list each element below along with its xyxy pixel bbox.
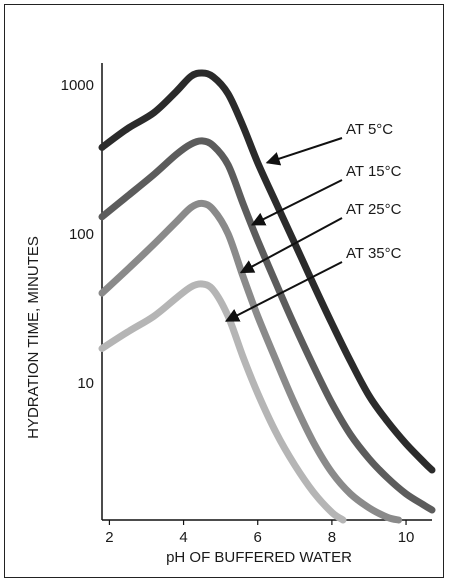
ticks-group: 2 4 6 8 10 1000 100 10	[61, 77, 415, 546]
series-line-2	[98, 137, 436, 514]
series-line-4	[98, 280, 347, 524]
annotation-arrow	[224, 261, 343, 322]
x-tick-label: 4	[179, 529, 187, 546]
figure-border	[4, 4, 444, 578]
annotation-label: AT 5°C	[346, 121, 393, 138]
x-tick-label: 8	[328, 529, 336, 546]
series-line-3	[98, 199, 403, 524]
annotation-label: AT 15°C	[346, 163, 402, 180]
y-tick-label: 100	[69, 226, 94, 243]
annotations-group: AT 5°C AT 15°C AT 25°C AT 35°C	[224, 121, 402, 322]
annotation-label: AT 35°C	[346, 245, 402, 262]
y-axis-label: HYDRATION TIME, MINUTES	[25, 236, 42, 439]
x-tick-label: 10	[398, 529, 415, 546]
series-line-1	[98, 69, 436, 474]
y-tick-label: 1000	[61, 77, 94, 94]
series-group	[98, 69, 436, 524]
annotation-arrow	[265, 137, 343, 166]
x-tick-label: 2	[105, 529, 113, 546]
x-axis-label: pH OF BUFFERED WATER	[166, 549, 352, 566]
x-tick-label: 6	[254, 529, 262, 546]
annotation-label: AT 25°C	[346, 201, 402, 218]
annotation-arrow	[250, 179, 343, 226]
y-tick-label: 10	[77, 375, 94, 392]
annotation-arrow	[239, 217, 343, 274]
